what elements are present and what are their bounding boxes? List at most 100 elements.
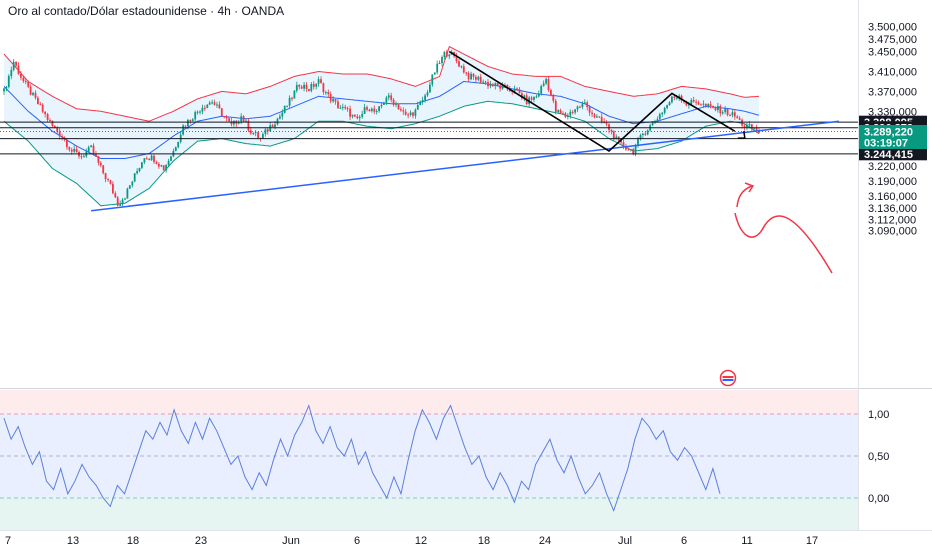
candle-body: [704, 103, 707, 107]
candle-body: [368, 109, 371, 112]
candle-body: [668, 102, 671, 106]
candle-body: [315, 83, 318, 87]
zigzag-pattern: [448, 50, 736, 152]
candle-body: [300, 86, 303, 89]
candle-body: [182, 125, 184, 135]
candle-body: [707, 104, 710, 107]
candle-body: [591, 112, 593, 115]
candle-body: [274, 124, 276, 127]
candle-body: [709, 104, 712, 106]
candle-body: [49, 120, 51, 121]
candle-body: [472, 73, 475, 77]
candle-body: [644, 133, 647, 135]
candle-body: [165, 164, 167, 171]
candle-body: [308, 89, 310, 91]
osc-tick-label: 0,00: [868, 493, 889, 505]
candle-body: [569, 111, 572, 116]
candle-body: [167, 161, 170, 165]
candle-body: [288, 97, 291, 106]
candle-body: [223, 116, 226, 118]
candle-body: [208, 102, 211, 105]
candle-body: [564, 113, 567, 117]
candle-body: [24, 81, 27, 83]
candle-body: [491, 84, 494, 87]
candle-body: [32, 92, 34, 95]
level-label-text: 3.244,415: [864, 149, 913, 161]
candle-body: [632, 149, 635, 155]
candle-body: [276, 118, 279, 125]
candle-body: [746, 125, 748, 128]
candle-body: [97, 156, 100, 163]
candle-body: [370, 108, 373, 112]
candle-body: [695, 101, 697, 103]
candle-body: [446, 51, 448, 57]
candle-body: [158, 163, 160, 167]
candle-body: [458, 61, 460, 67]
candle-body: [191, 119, 194, 121]
candle-body: [545, 79, 547, 84]
candle-body: [271, 125, 274, 127]
candle-body: [20, 73, 22, 78]
candle-body: [68, 147, 71, 150]
candle-body: [138, 167, 141, 172]
candle-body: [738, 118, 741, 120]
candle-body: [102, 165, 105, 174]
candle-body: [455, 56, 458, 62]
osc-upper-band: [0, 390, 858, 414]
candle-body: [320, 79, 322, 84]
candle-body: [141, 162, 143, 168]
candle-body: [433, 72, 436, 75]
candle-body: [73, 148, 76, 152]
candle-body: [240, 116, 243, 122]
candle-body: [373, 108, 376, 112]
candle-body: [279, 116, 281, 119]
candle-body: [477, 76, 480, 80]
candle-body: [484, 81, 487, 83]
candle-body: [249, 130, 252, 134]
candle-body: [750, 124, 753, 129]
candle-body: [586, 102, 589, 107]
chart-title: Oro al contado/Dólar estadounidense · 4h…: [8, 4, 284, 18]
candle-body: [521, 93, 523, 99]
candle-body: [80, 156, 83, 158]
ascending-trendline: [91, 120, 839, 212]
candle-body: [673, 96, 676, 98]
candle-body: [204, 107, 206, 109]
candle-body: [344, 106, 347, 109]
candle-body: [194, 112, 197, 120]
candle-body: [187, 119, 189, 127]
candle-body: [424, 95, 426, 101]
candle-body: [690, 100, 693, 105]
projection-up-curve: [736, 185, 753, 208]
candle-body: [443, 51, 446, 57]
projection-down-curve: [734, 212, 833, 274]
osc-lower-band: [0, 498, 858, 530]
candle-body: [206, 104, 209, 108]
candle-body: [462, 66, 465, 73]
candle-body: [429, 84, 431, 93]
candle-body: [170, 156, 172, 161]
candle-body: [332, 99, 334, 102]
candle-body: [358, 116, 361, 119]
candle-body: [414, 109, 417, 116]
current-price-label-text: 3.289,220: [864, 127, 913, 139]
candle-body: [465, 72, 468, 74]
price-tick-label: 3.190,000: [868, 176, 917, 188]
candle-body: [237, 121, 240, 124]
candle-body: [717, 106, 719, 111]
candle-body: [663, 108, 666, 113]
oscillator-line: [3, 404, 721, 513]
candle-body: [155, 161, 158, 164]
candle-body: [312, 84, 315, 87]
candle-body: [322, 83, 325, 93]
candle-body: [286, 105, 288, 107]
candle-body: [537, 93, 540, 97]
candle-body: [441, 57, 443, 63]
candle-body: [642, 133, 644, 135]
bb-middle-line: [3, 80, 760, 159]
candle-body: [387, 95, 390, 98]
candle-body: [327, 92, 330, 95]
candle-body: [501, 84, 504, 89]
candle-body: [58, 131, 61, 137]
